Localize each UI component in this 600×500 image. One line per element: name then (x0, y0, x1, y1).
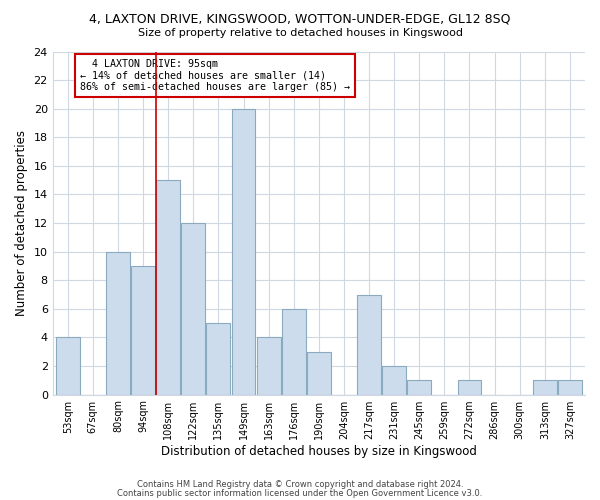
Bar (257, 338, 281, 394)
Bar (357, 294, 381, 394)
Bar (131, 266, 155, 394)
Text: 4 LAXTON DRIVE: 95sqm
← 14% of detached houses are smaller (14)
86% of semi-deta: 4 LAXTON DRIVE: 95sqm ← 14% of detached … (80, 58, 350, 92)
Bar (181, 223, 205, 394)
Bar (458, 380, 481, 394)
Bar (382, 366, 406, 394)
Y-axis label: Number of detached properties: Number of detached properties (15, 130, 28, 316)
Bar (232, 108, 256, 395)
X-axis label: Distribution of detached houses by size in Kingswood: Distribution of detached houses by size … (161, 444, 477, 458)
Text: Size of property relative to detached houses in Kingswood: Size of property relative to detached ho… (137, 28, 463, 38)
Bar (407, 380, 431, 394)
Text: 4, LAXTON DRIVE, KINGSWOOD, WOTTON-UNDER-EDGE, GL12 8SQ: 4, LAXTON DRIVE, KINGSWOOD, WOTTON-UNDER… (89, 12, 511, 26)
Text: Contains HM Land Registry data © Crown copyright and database right 2024.: Contains HM Land Registry data © Crown c… (137, 480, 463, 489)
Bar (56, 338, 80, 394)
Bar (282, 309, 305, 394)
Text: Contains public sector information licensed under the Open Government Licence v3: Contains public sector information licen… (118, 488, 482, 498)
Bar (106, 252, 130, 394)
Bar (156, 180, 180, 394)
Bar (307, 352, 331, 395)
Bar (533, 380, 557, 394)
Bar (206, 323, 230, 394)
Bar (558, 380, 582, 394)
